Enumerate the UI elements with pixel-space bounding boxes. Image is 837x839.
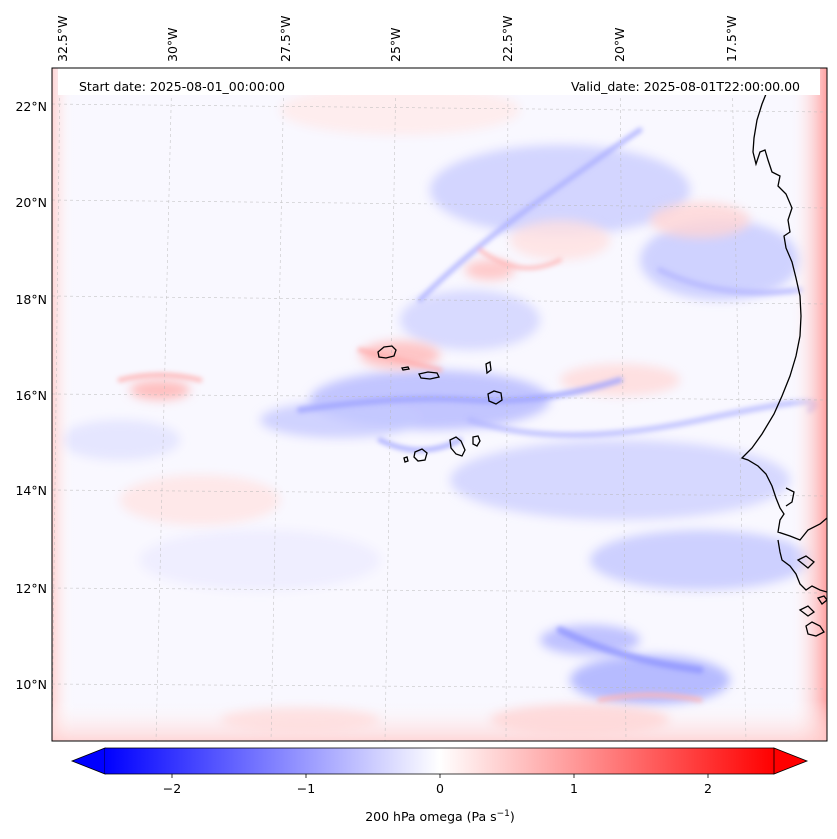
colorbar-gradient bbox=[105, 748, 774, 774]
colorbar-tick-0: 0 bbox=[436, 781, 444, 796]
colorbar-extend-min bbox=[70, 747, 106, 775]
start-date-label: Start date: 2025-08-01_00:00:00 bbox=[79, 79, 285, 94]
coast-bijagos-1 bbox=[796, 555, 815, 569]
bottom-edge-shading bbox=[52, 700, 827, 741]
longitude-labels: 32.5°W 30°W 27.5°W 25°W 22.5°W 20°W 17.5… bbox=[55, 16, 739, 62]
latitude-labels: 22°N 20°N 18°N 16°N 14°N 12°N 10°N bbox=[15, 99, 47, 692]
lon-label-20w: 20°W bbox=[612, 27, 627, 62]
island-sao-nicolau bbox=[418, 371, 440, 380]
left-edge-shading bbox=[52, 68, 74, 741]
colorbar-tick-1: 1 bbox=[570, 781, 578, 796]
island-sal bbox=[485, 361, 492, 375]
omega-field bbox=[52, 68, 827, 741]
lon-label-22-5w: 22.5°W bbox=[500, 16, 515, 62]
lat-label-10n: 10°N bbox=[15, 677, 47, 692]
coast-mauritania-senegal bbox=[740, 87, 827, 541]
colorbar-label: 200 hPa omega (Pa s−1) bbox=[365, 809, 515, 824]
african-coastline bbox=[740, 87, 827, 637]
gridlines bbox=[52, 68, 827, 741]
cape-verde-islands bbox=[377, 345, 503, 463]
map-frame bbox=[51, 67, 828, 742]
coast-bijagos-3 bbox=[805, 621, 825, 637]
lon-label-30w: 30°W bbox=[165, 27, 180, 62]
island-santo-antao bbox=[377, 345, 397, 359]
colorbar-tick-neg2: −2 bbox=[163, 781, 181, 796]
lon-label-17-5w: 17.5°W bbox=[724, 16, 739, 62]
colorbar: −2 −1 0 1 2 200 hPa omega (Pa s−1) bbox=[70, 747, 809, 824]
coast-cap-vert bbox=[785, 487, 795, 507]
coast-bijagos-4 bbox=[816, 595, 827, 605]
colorbar-tick-neg1: −1 bbox=[297, 781, 315, 796]
lon-label-27-5w: 27.5°W bbox=[278, 16, 293, 62]
right-edge-shading bbox=[790, 68, 827, 741]
lon-label-32-5w: 32.5°W bbox=[55, 16, 70, 62]
colorbar-extend-max bbox=[773, 747, 809, 775]
island-fogo bbox=[413, 448, 428, 462]
lat-label-18n: 18°N bbox=[15, 292, 47, 307]
colorbar-ticks bbox=[171, 774, 709, 778]
colorbar-tick-2: 2 bbox=[704, 781, 712, 796]
coast-guinea-bissau bbox=[777, 539, 827, 593]
lat-label-16n: 16°N bbox=[15, 388, 47, 403]
valid-date-label: Valid_date: 2025-08-01T22:00:00.00 bbox=[571, 79, 800, 94]
lat-label-14n: 14°N bbox=[15, 483, 47, 498]
island-boa-vista bbox=[487, 390, 503, 405]
island-santa-luzia bbox=[401, 366, 410, 371]
lat-label-20n: 20°N bbox=[15, 195, 47, 210]
coast-bijagos-2 bbox=[798, 605, 816, 617]
lat-label-12n: 12°N bbox=[15, 581, 47, 596]
island-maio bbox=[472, 435, 481, 447]
lat-label-22n: 22°N bbox=[15, 99, 47, 114]
island-santiago bbox=[449, 436, 466, 457]
lon-label-25w: 25°W bbox=[388, 27, 403, 62]
island-brava bbox=[403, 456, 409, 463]
info-bar bbox=[58, 68, 820, 95]
